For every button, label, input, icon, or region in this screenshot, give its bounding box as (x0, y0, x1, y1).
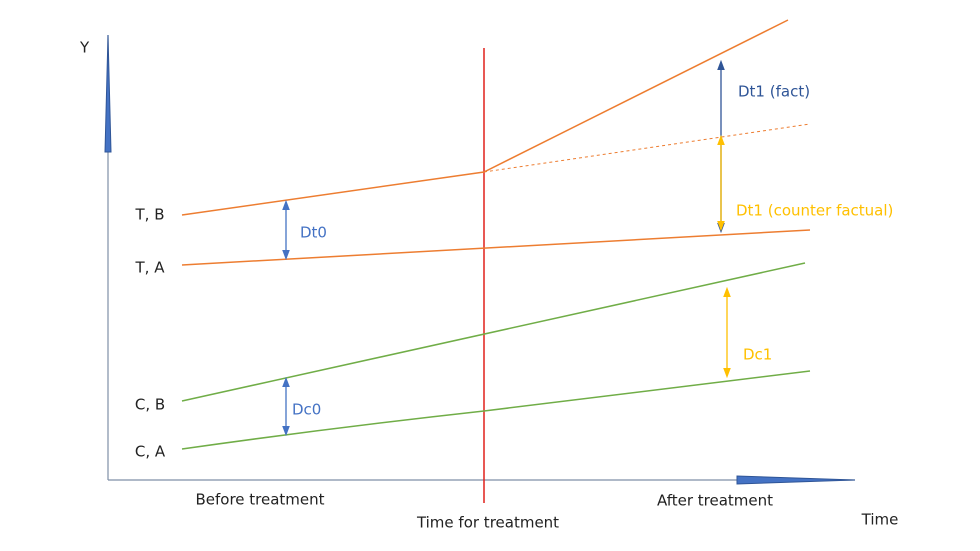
period-label: Time for treatment (416, 514, 559, 532)
diff-label: Dc1 (743, 346, 772, 364)
line-label: C, B (135, 396, 165, 414)
y-label: Y (79, 39, 90, 57)
period-label: Before treatment (195, 491, 324, 509)
diff-label: Dc0 (292, 401, 321, 419)
diff-label: Dt1 (fact) (738, 83, 810, 101)
control-after-line (181, 370, 811, 450)
control-before-line (181, 262, 806, 402)
line-label: C, A (135, 443, 166, 461)
treated-line (181, 19, 789, 216)
line-label: T, A (135, 259, 166, 277)
counterfactual-line (483, 123, 811, 173)
period-label: After treatment (657, 492, 773, 510)
x-label: Time (861, 511, 899, 529)
diff-label: Dt0 (300, 224, 327, 242)
line-label: T, B (135, 206, 165, 224)
treated-after-line (181, 229, 811, 266)
x-arrowhead (736, 475, 856, 485)
diff-label: Dt1 (counter factual) (736, 202, 893, 220)
y-arrowhead (104, 34, 112, 153)
